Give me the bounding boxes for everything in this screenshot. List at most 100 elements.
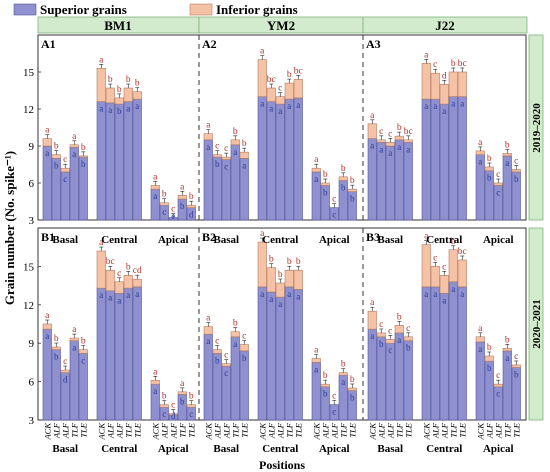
superior-significance-letter: b — [117, 106, 122, 116]
treatment-label: ALF — [168, 422, 178, 439]
bar-inferior — [284, 269, 294, 288]
total-significance-letter: b — [126, 75, 131, 85]
position-label: Central — [101, 234, 137, 246]
total-significance-letter: b — [323, 371, 328, 381]
total-significance-letter: c — [388, 326, 392, 336]
total-significance-letter: b — [341, 164, 346, 174]
bar-inferior — [439, 275, 449, 294]
superior-significance-letter: b — [323, 389, 328, 399]
bar-inferior — [385, 142, 395, 147]
superior-significance-letter: b — [180, 396, 185, 406]
bar-inferior — [421, 63, 431, 100]
total-significance-letter: a — [99, 55, 104, 65]
bar-superior — [123, 287, 133, 421]
superior-significance-letter: a — [424, 289, 428, 299]
superior-significance-letter: b — [54, 160, 59, 170]
treatment-label: ACK — [150, 422, 160, 441]
superior-significance-letter: a — [287, 101, 291, 111]
total-significance-letter: c — [242, 331, 246, 341]
bar-inferior — [114, 281, 124, 294]
bar-superior — [105, 102, 115, 221]
total-significance-letter: a — [260, 47, 265, 57]
panel-label: B3 — [366, 230, 380, 244]
treatment-label: ALF — [493, 422, 503, 439]
superior-significance-letter: a — [108, 105, 112, 115]
total-significance-letter: b — [287, 70, 292, 80]
superior-significance-letter: a — [397, 142, 401, 152]
superior-significance-letter: a — [117, 295, 121, 305]
treatment-label: ALF — [430, 422, 440, 439]
y-tick-label: 15 — [23, 261, 35, 273]
bar-inferior — [493, 182, 503, 186]
bar-superior — [257, 96, 267, 221]
legend-swatch-inferior — [189, 3, 213, 16]
total-significance-letter: b — [135, 79, 140, 89]
treatment-label: ACK — [96, 422, 106, 441]
superior-significance-letter: a — [442, 106, 446, 116]
x-axis-title: Positions — [259, 458, 305, 472]
bar-inferior — [266, 87, 276, 102]
total-significance-letter: b — [323, 170, 328, 180]
total-significance-letter: b — [54, 142, 59, 152]
total-significance-letter: a — [180, 379, 185, 389]
total-significance-letter: b — [278, 270, 283, 280]
bar-inferior — [394, 324, 404, 334]
position-label: Basal — [52, 234, 78, 246]
bar-inferior — [69, 337, 79, 341]
total-significance-letter: bc — [404, 127, 413, 137]
superior-significance-letter: a — [72, 149, 76, 159]
treatment-label: ACK — [421, 422, 431, 441]
total-significance-letter: b — [117, 85, 122, 95]
bar-superior — [293, 289, 303, 421]
bar-superior — [439, 103, 449, 221]
bar-inferior — [275, 282, 285, 298]
bar-inferior — [367, 123, 377, 139]
bar-inferior — [502, 153, 512, 157]
total-significance-letter: b — [233, 127, 238, 137]
bar-inferior — [403, 336, 413, 341]
superior-significance-letter: c — [162, 409, 166, 419]
bar-inferior — [475, 150, 485, 155]
panel-label: A3 — [366, 37, 381, 51]
position-label: Basal — [213, 443, 239, 455]
header-bm1-label: BM1 — [104, 18, 131, 33]
bar-superior — [230, 336, 240, 421]
total-significance-letter: b — [296, 257, 301, 267]
bar-inferior — [403, 139, 413, 143]
bar-superior — [114, 103, 124, 221]
legend-swatch-superior — [13, 3, 37, 16]
bar-superior — [448, 281, 458, 421]
total-significance-letter: c — [496, 170, 500, 180]
bar-inferior — [311, 167, 321, 173]
total-significance-letter: b — [397, 312, 402, 322]
position-label: Apical — [483, 234, 514, 246]
superior-significance-letter: a — [451, 99, 455, 109]
total-significance-letter: c — [379, 320, 383, 330]
total-significance-letter: b — [189, 392, 194, 402]
bar-inferior — [221, 363, 231, 367]
total-significance-letter: c — [388, 129, 392, 139]
superior-significance-letter: a — [388, 148, 392, 158]
bar-inferior — [439, 84, 449, 105]
total-significance-letter: a — [424, 232, 429, 242]
bar-inferior — [511, 364, 521, 368]
superior-significance-letter: b — [350, 194, 355, 204]
bar-inferior — [105, 87, 115, 104]
total-significance-letter: b — [269, 255, 274, 265]
superior-significance-letter: a — [242, 160, 246, 170]
superior-significance-letter: e — [171, 211, 175, 221]
bar-inferior — [484, 355, 494, 362]
bar-inferior — [320, 182, 330, 186]
y-tick-label: 6 — [29, 377, 35, 389]
superior-significance-letter: b — [514, 174, 519, 184]
superior-significance-letter: b — [487, 363, 492, 373]
bar-superior — [394, 332, 404, 421]
total-significance-letter: bc — [106, 257, 115, 267]
total-significance-letter: c — [514, 156, 518, 166]
superior-significance-letter: a — [45, 148, 49, 158]
bar-inferior — [150, 185, 160, 190]
superior-significance-letter: b — [323, 187, 328, 197]
bar-superior — [430, 98, 440, 221]
total-significance-letter: c — [215, 142, 219, 152]
total-significance-letter: a — [478, 324, 483, 334]
